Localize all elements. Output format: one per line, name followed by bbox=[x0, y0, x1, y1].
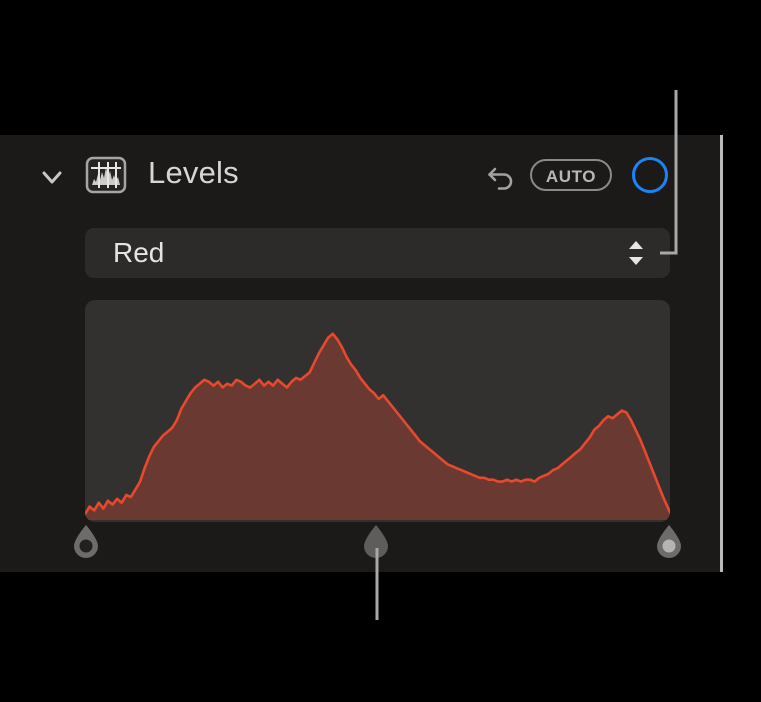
reset-arrow-icon[interactable] bbox=[484, 160, 518, 194]
chevron-up-down-icon[interactable] bbox=[624, 238, 648, 268]
chevron-down-icon[interactable] bbox=[38, 163, 66, 191]
black-point-handle[interactable] bbox=[71, 524, 101, 560]
levels-panel-header: Levels AUTO bbox=[0, 145, 722, 207]
page-title: Levels bbox=[148, 155, 239, 190]
panel-right-edge bbox=[720, 135, 723, 572]
midpoint-handle[interactable] bbox=[361, 524, 391, 560]
histogram-plot bbox=[85, 300, 670, 522]
histogram-curve bbox=[85, 332, 670, 520]
auto-button[interactable]: AUTO bbox=[530, 159, 612, 191]
channel-select-value: Red bbox=[113, 237, 165, 268]
channel-select[interactable]: Red bbox=[85, 228, 670, 278]
levels-enable-toggle[interactable] bbox=[632, 157, 668, 193]
white-point-handle[interactable] bbox=[654, 524, 684, 560]
levels-adjustment-panel: Levels AUTO Red bbox=[0, 135, 722, 572]
levels-slider-track[interactable] bbox=[74, 522, 681, 570]
levels-histogram-icon bbox=[84, 153, 128, 197]
